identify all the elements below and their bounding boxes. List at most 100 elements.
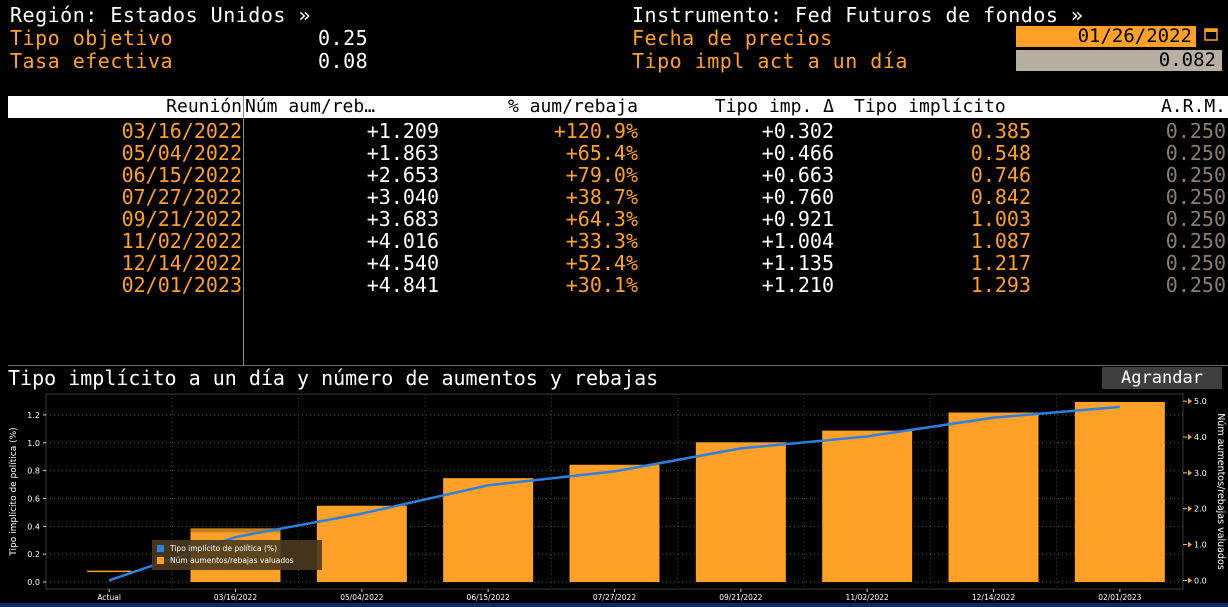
- cell-arm: 0.250: [1165, 185, 1226, 209]
- cell-meeting-date: 11/02/2022: [121, 229, 242, 253]
- bar-actual: [87, 570, 132, 573]
- x-tick-label: 07/27/2022: [593, 593, 636, 602]
- x-tick-label: Actual: [97, 593, 121, 602]
- cell-implied-rate: 1.217: [970, 251, 1031, 275]
- bar-cap: [190, 528, 281, 533]
- y-right-tick-marker: [1188, 577, 1192, 584]
- cell-arm: 0.250: [1165, 207, 1226, 231]
- bar: [569, 464, 660, 583]
- y-right-tick-marker: [1188, 434, 1192, 441]
- col-header-pct-hike-cut[interactable]: % aum/rebaja: [507, 96, 638, 117]
- cell-arm: 0.250: [1165, 251, 1226, 275]
- x-tick-label: 06/15/2022: [467, 593, 510, 602]
- y-right-tick-label: 5.0: [1194, 397, 1207, 406]
- cell-implied-delta: +0.466: [761, 141, 834, 165]
- cell-implied-delta: +1.004: [761, 229, 834, 253]
- y-right-tick-label: 0.0: [1194, 576, 1207, 585]
- meetings-table: Reunión Núm aum/reb… % aum/rebaja Tipo i…: [8, 96, 1228, 366]
- table-row[interactable]: 09/21/2022 +3.683 +64.3% +0.921 1.003 0.250: [8, 208, 1228, 230]
- y-right-tick-marker: [1188, 505, 1192, 512]
- col-header-meeting[interactable]: Reunión: [166, 96, 242, 117]
- cell-pct-hike-cut: +65.4%: [565, 141, 638, 165]
- cell-meeting-date: 05/04/2022: [121, 141, 242, 165]
- legend-label-line: Tipo implícito de política (%): [169, 544, 277, 553]
- cell-meeting-date: 07/27/2022: [121, 185, 242, 209]
- y-right-tick-label: 4.0: [1194, 433, 1207, 442]
- expand-button[interactable]: Agrandar: [1102, 367, 1222, 389]
- col-header-arm[interactable]: A.R.M.: [1160, 96, 1226, 117]
- y-left-tick-label: 0.8: [27, 467, 40, 476]
- cell-pct-hike-cut: +52.4%: [565, 251, 638, 275]
- col-header-hikes-cuts[interactable]: Núm aum/reb…: [245, 96, 376, 117]
- x-tick-label: 03/16/2022: [214, 593, 257, 602]
- y-left-tick-label: 0.0: [27, 578, 40, 587]
- cell-implied-delta: +0.302: [761, 119, 834, 143]
- y-right-tick-marker: [1188, 469, 1192, 476]
- y-left-tick-label: 1.0: [27, 439, 40, 448]
- cell-arm: 0.250: [1165, 141, 1226, 165]
- legend-box: [152, 540, 322, 570]
- instrument-selector[interactable]: Instrumento: Fed Futuros de fondos »: [632, 3, 1084, 27]
- cell-meeting-date: 06/15/2022: [121, 163, 242, 187]
- cell-implied-delta: +0.760: [761, 185, 834, 209]
- cell-implied-rate: 1.087: [970, 229, 1031, 253]
- y-right-tick-marker: [1188, 541, 1192, 548]
- cell-implied-rate: 0.746: [970, 163, 1031, 187]
- cell-pct-hike-cut: +64.3%: [565, 207, 638, 231]
- cell-hikes-cuts: +3.040: [366, 185, 439, 209]
- x-tick-label: 12/14/2022: [972, 593, 1015, 602]
- region-selector[interactable]: Región: Estados Unidos »: [10, 3, 311, 27]
- bar: [948, 412, 1039, 583]
- cell-meeting-date: 03/16/2022: [121, 119, 242, 143]
- pricing-date-input[interactable]: 01/26/2022: [1016, 26, 1196, 47]
- y-right-axis-title: Núm aumentos/rebajas valuados: [1215, 413, 1226, 570]
- y-left-tick-label: 0.6: [27, 494, 40, 503]
- cell-implied-rate: 1.293: [970, 273, 1031, 297]
- col-header-implied-delta[interactable]: Tipo imp. Δ: [714, 96, 834, 117]
- cell-arm: 0.250: [1165, 163, 1226, 187]
- table-row[interactable]: 02/01/2023 +4.841 +30.1% +1.210 1.293 0.250: [8, 274, 1228, 296]
- cell-implied-delta: +1.210: [761, 273, 834, 297]
- cell-implied-rate: 1.003: [970, 207, 1031, 231]
- cell-meeting-date: 12/14/2022: [121, 251, 242, 275]
- table-row[interactable]: 11/02/2022 +4.016 +33.3% +1.004 1.087 0.250: [8, 230, 1228, 252]
- y-left-axis-title: Tipo implícito de política (%): [9, 427, 19, 556]
- x-tick-label: 11/02/2022: [846, 593, 889, 602]
- y-left-tick-label: 0.4: [27, 522, 40, 531]
- y-right-tick-label: 2.0: [1194, 505, 1207, 514]
- cell-hikes-cuts: +3.683: [366, 207, 439, 231]
- cell-pct-hike-cut: +79.0%: [565, 163, 638, 187]
- implied-overnight-value: 0.082: [1016, 50, 1222, 71]
- cell-pct-hike-cut: +120.9%: [553, 119, 638, 143]
- y-right-tick-marker: [1188, 398, 1192, 405]
- col-header-implied-rate[interactable]: Tipo implícito: [854, 96, 1006, 117]
- calendar-icon[interactable]: [1201, 27, 1221, 46]
- y-right-tick-label: 1.0: [1194, 541, 1207, 550]
- cell-implied-delta: +0.663: [761, 163, 834, 187]
- table-row[interactable]: 07/27/2022 +3.040 +38.7% +0.760 0.842 0.250: [8, 186, 1228, 208]
- cell-hikes-cuts: +1.209: [366, 119, 439, 143]
- bar: [443, 478, 534, 583]
- cell-arm: 0.250: [1165, 273, 1226, 297]
- table-row[interactable]: 05/04/2022 +1.863 +65.4% +0.466 0.548 0.250: [8, 142, 1228, 164]
- implied-overnight-label: Tipo impl act a un día: [632, 49, 908, 73]
- cell-implied-rate: 0.385: [970, 119, 1031, 143]
- cell-hikes-cuts: +4.841: [366, 273, 439, 297]
- series-line: [108, 405, 1120, 582]
- y-left-tick-label: 0.2: [27, 550, 40, 559]
- table-row[interactable]: 03/16/2022 +1.209 +120.9% +0.302 0.385 0.250: [8, 120, 1228, 142]
- bar: [1074, 401, 1165, 583]
- cell-implied-delta: +0.921: [761, 207, 834, 231]
- table-row[interactable]: 06/15/2022 +2.653 +79.0% +0.663 0.746 0.250: [8, 164, 1228, 186]
- effective-rate-value: 0.08: [318, 49, 369, 73]
- target-rate-label: Tipo objetivo: [10, 26, 174, 50]
- table-header: Reunión Núm aum/reb… % aum/rebaja Tipo i…: [8, 96, 1228, 118]
- table-row[interactable]: 12/14/2022 +4.540 +52.4% +1.135 1.217 0.250: [8, 252, 1228, 274]
- cell-hikes-cuts: +1.863: [366, 141, 439, 165]
- cell-pct-hike-cut: +38.7%: [565, 185, 638, 209]
- bar: [822, 430, 913, 583]
- legend-label-bar: Núm aumentos/rebajas valuados: [170, 556, 294, 565]
- cell-implied-delta: +1.135: [761, 251, 834, 275]
- chart-title: Tipo implícito a un día y número de aume…: [8, 366, 659, 390]
- cell-arm: 0.250: [1165, 119, 1226, 143]
